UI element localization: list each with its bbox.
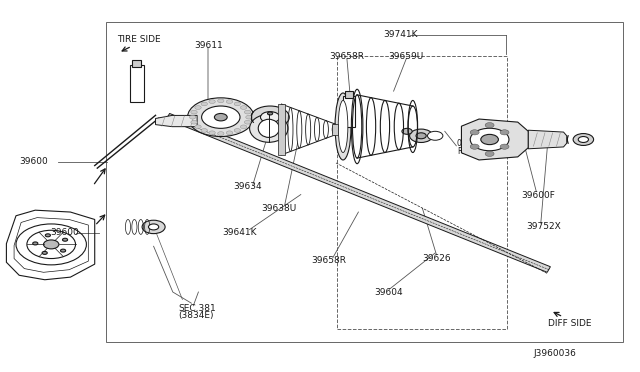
Circle shape <box>244 121 251 124</box>
Circle shape <box>188 98 254 137</box>
Bar <box>337 56 507 329</box>
Text: 39752X: 39752X <box>527 222 561 231</box>
Circle shape <box>45 234 51 237</box>
Circle shape <box>402 128 412 134</box>
Circle shape <box>218 99 224 103</box>
Text: 39604: 39604 <box>374 288 403 297</box>
Bar <box>345 91 353 98</box>
Circle shape <box>33 242 38 245</box>
Circle shape <box>148 224 159 230</box>
Circle shape <box>500 144 509 149</box>
Circle shape <box>428 131 443 140</box>
Polygon shape <box>461 119 529 160</box>
Circle shape <box>268 112 273 115</box>
Text: SEC.381: SEC.381 <box>178 304 216 312</box>
Circle shape <box>470 144 479 149</box>
Text: DIFF SIDE: DIFF SIDE <box>548 319 591 328</box>
Text: 39741K: 39741K <box>383 30 418 39</box>
Bar <box>343 96 355 128</box>
Circle shape <box>227 131 233 135</box>
Polygon shape <box>529 130 567 149</box>
Text: J3960036: J3960036 <box>534 349 577 358</box>
Polygon shape <box>166 113 550 272</box>
Circle shape <box>61 249 66 252</box>
Circle shape <box>195 125 201 129</box>
Circle shape <box>500 130 509 135</box>
Circle shape <box>485 151 494 157</box>
Text: 00922-J175A: 00922-J175A <box>457 139 506 148</box>
Circle shape <box>218 132 224 135</box>
Text: 39658R: 39658R <box>312 256 347 265</box>
Bar <box>130 65 144 102</box>
Circle shape <box>470 128 509 151</box>
Circle shape <box>241 125 247 129</box>
Circle shape <box>191 121 197 124</box>
Circle shape <box>195 106 201 109</box>
Circle shape <box>227 100 233 103</box>
Polygon shape <box>156 115 197 126</box>
Text: 39659U: 39659U <box>388 52 423 61</box>
Circle shape <box>573 134 594 145</box>
Circle shape <box>579 137 589 142</box>
Circle shape <box>410 129 433 142</box>
Ellipse shape <box>259 119 280 137</box>
Text: 39634: 39634 <box>234 182 262 191</box>
Circle shape <box>202 106 240 128</box>
Text: 39638U: 39638U <box>261 204 296 213</box>
Circle shape <box>191 110 197 114</box>
Ellipse shape <box>335 93 351 160</box>
Circle shape <box>201 129 207 132</box>
Circle shape <box>244 110 251 114</box>
Bar <box>278 104 285 155</box>
Circle shape <box>209 131 215 135</box>
Circle shape <box>234 102 241 106</box>
Bar <box>132 60 141 67</box>
Circle shape <box>485 123 494 128</box>
Circle shape <box>189 115 196 119</box>
Ellipse shape <box>339 100 348 153</box>
Circle shape <box>481 134 499 145</box>
Circle shape <box>201 102 207 106</box>
Circle shape <box>234 129 241 132</box>
Text: 39658R: 39658R <box>329 52 364 61</box>
Circle shape <box>142 220 165 234</box>
Text: 39641K: 39641K <box>223 228 257 237</box>
Circle shape <box>251 106 289 128</box>
Circle shape <box>209 100 215 103</box>
Circle shape <box>44 240 59 249</box>
Circle shape <box>214 113 227 121</box>
Bar <box>332 124 338 135</box>
Text: 39600: 39600 <box>50 228 79 237</box>
Text: RING(e): RING(e) <box>457 147 487 156</box>
Circle shape <box>260 112 280 123</box>
Text: (3834E): (3834E) <box>178 311 213 320</box>
Circle shape <box>416 133 426 139</box>
Circle shape <box>63 238 68 241</box>
Text: 39626: 39626 <box>422 254 451 263</box>
Text: 39600: 39600 <box>19 157 48 166</box>
Bar <box>106 22 623 342</box>
Text: TIRE SIDE: TIRE SIDE <box>117 35 161 44</box>
Ellipse shape <box>250 115 288 142</box>
Circle shape <box>470 130 479 135</box>
Text: 39600F: 39600F <box>521 191 555 200</box>
Text: 39611: 39611 <box>194 41 223 50</box>
Circle shape <box>42 251 47 254</box>
Circle shape <box>241 106 247 109</box>
Circle shape <box>246 115 252 119</box>
